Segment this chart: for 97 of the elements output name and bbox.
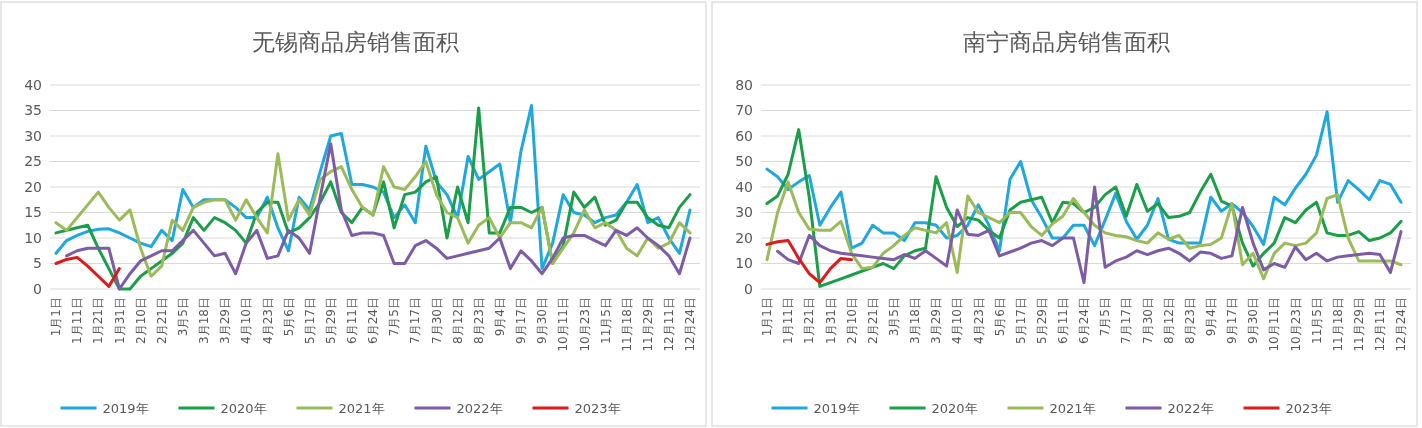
- y-tick-label: 60: [735, 127, 753, 144]
- y-tick-label: 35: [24, 102, 42, 119]
- x-tick-label: 1月21日: [802, 297, 817, 344]
- line-series: [765, 128, 1403, 288]
- x-tick-label: 6月24日: [1077, 297, 1092, 344]
- legend-label: 2020年: [931, 400, 978, 416]
- y-tick-label: 25: [24, 153, 42, 170]
- x-tick-label: 2月21日: [154, 297, 169, 344]
- x-tick-label: 8月23日: [471, 297, 486, 344]
- legend-label: 2021年: [1049, 400, 1096, 416]
- line-series: [65, 142, 692, 291]
- x-tick-label: 2月21日: [865, 297, 880, 344]
- x-tick-label: 10月11日: [1267, 297, 1282, 352]
- legend-label: 2021年: [338, 400, 385, 416]
- x-tick-label: 8月12日: [1161, 297, 1176, 344]
- x-tick-label: 7月5日: [1098, 297, 1113, 337]
- legend-label: 2023年: [1285, 400, 1332, 416]
- x-tick-label: 5月17日: [1013, 297, 1028, 344]
- x-tick-label: 11月29日: [1351, 297, 1366, 352]
- x-tick-label: 3月29日: [929, 297, 944, 344]
- x-tick-label: 12月24日: [683, 297, 698, 352]
- legend-label: 2023年: [574, 400, 621, 416]
- x-tick-label: 7月5日: [387, 297, 402, 337]
- x-tick-label: 3月5日: [887, 297, 901, 337]
- x-tick-label: 4月10日: [239, 297, 254, 344]
- x-tick-label: 5月6日: [992, 297, 1007, 337]
- x-tick-label: 5月29日: [1034, 297, 1049, 344]
- x-tick-label: 8月12日: [450, 297, 465, 344]
- x-tick-label: 4月10日: [950, 297, 965, 344]
- x-tick-label: 8月23日: [1182, 297, 1197, 344]
- x-tick-label: 11月18日: [1330, 297, 1345, 352]
- line-series: [54, 255, 121, 288]
- y-tick-label: 0: [744, 280, 753, 297]
- x-tick-label: 5月17日: [302, 297, 317, 344]
- y-tick-label: 50: [735, 153, 753, 170]
- x-tick-label: 6月24日: [366, 297, 381, 344]
- x-tick-label: 3月5日: [176, 297, 190, 337]
- x-tick-label: 12月11日: [1373, 297, 1388, 352]
- x-tick-label: 2月10日: [844, 297, 859, 344]
- legend-label: 2019年: [813, 400, 860, 416]
- x-tick-label: 9月4日: [1204, 297, 1218, 337]
- x-tick-label: 1月31日: [823, 297, 838, 344]
- x-tick-label: 4月23日: [260, 297, 275, 344]
- x-tick-label: 10月11日: [556, 297, 571, 352]
- y-tick-label: 10: [24, 229, 42, 246]
- y-tick-label: 40: [735, 178, 753, 195]
- y-tick-label: 40: [24, 76, 42, 93]
- legend-label: 2019年: [102, 400, 149, 416]
- x-tick-label: 7月17日: [408, 297, 423, 344]
- y-tick-label: 30: [735, 204, 753, 221]
- x-tick-label: 10月23日: [577, 297, 592, 352]
- y-tick-label: 20: [24, 178, 42, 195]
- x-tick-label: 9月17日: [514, 297, 529, 344]
- y-tick-label: 80: [735, 76, 753, 93]
- line-series: [54, 152, 692, 278]
- x-tick-label: 5月6日: [281, 297, 296, 337]
- x-tick-label: 11月18日: [619, 297, 634, 352]
- y-tick-label: 30: [24, 127, 42, 144]
- y-tick-label: 20: [735, 229, 753, 246]
- x-tick-label: 12月11日: [662, 297, 677, 352]
- x-tick-label: 7月30日: [1140, 297, 1155, 344]
- x-tick-label: 5月29日: [323, 297, 338, 344]
- x-tick-label: 9月30日: [535, 297, 550, 344]
- x-tick-label: 4月23日: [971, 297, 986, 344]
- x-tick-label: 3月18日: [197, 297, 212, 344]
- x-tick-label: 1月31日: [112, 297, 127, 344]
- x-tick-label: 7月30日: [429, 297, 444, 344]
- x-tick-label: 1月11日: [781, 297, 796, 344]
- x-tick-label: 2月10日: [133, 297, 148, 344]
- x-tick-label: 9月4日: [493, 297, 507, 337]
- x-tick-label: 10月23日: [1288, 297, 1303, 352]
- y-tick-label: 5: [33, 255, 42, 272]
- y-tick-label: 0: [33, 280, 42, 297]
- y-tick-label: 15: [24, 204, 42, 221]
- x-tick-label: 6月11日: [345, 297, 360, 344]
- line-series: [765, 239, 854, 285]
- x-tick-label: 1月1日: [49, 297, 64, 337]
- x-tick-label: 3月29日: [218, 297, 233, 344]
- chart-title: 无锡商品房销售面积: [252, 29, 459, 55]
- x-tick-label: 11月5日: [598, 297, 613, 344]
- y-tick-label: 70: [735, 102, 753, 119]
- x-tick-label: 6月11日: [1056, 297, 1071, 344]
- x-tick-label: 1月1日: [760, 297, 775, 337]
- legend-label: 2022年: [456, 400, 503, 416]
- x-tick-label: 11月29日: [640, 297, 655, 352]
- x-tick-label: 1月21日: [91, 297, 106, 344]
- chart-title: 南宁商品房销售面积: [963, 29, 1170, 55]
- y-tick-label: 10: [735, 255, 753, 272]
- x-tick-label: 11月5日: [1309, 297, 1324, 344]
- legend-label: 2022年: [1167, 400, 1214, 416]
- x-tick-label: 9月30日: [1246, 297, 1261, 344]
- x-tick-label: 3月18日: [908, 297, 923, 344]
- x-tick-label: 12月24日: [1394, 297, 1409, 352]
- x-tick-label: 1月11日: [70, 297, 85, 344]
- x-tick-label: 9月17日: [1225, 297, 1240, 344]
- legend-label: 2020年: [220, 400, 267, 416]
- x-tick-label: 7月17日: [1119, 297, 1134, 344]
